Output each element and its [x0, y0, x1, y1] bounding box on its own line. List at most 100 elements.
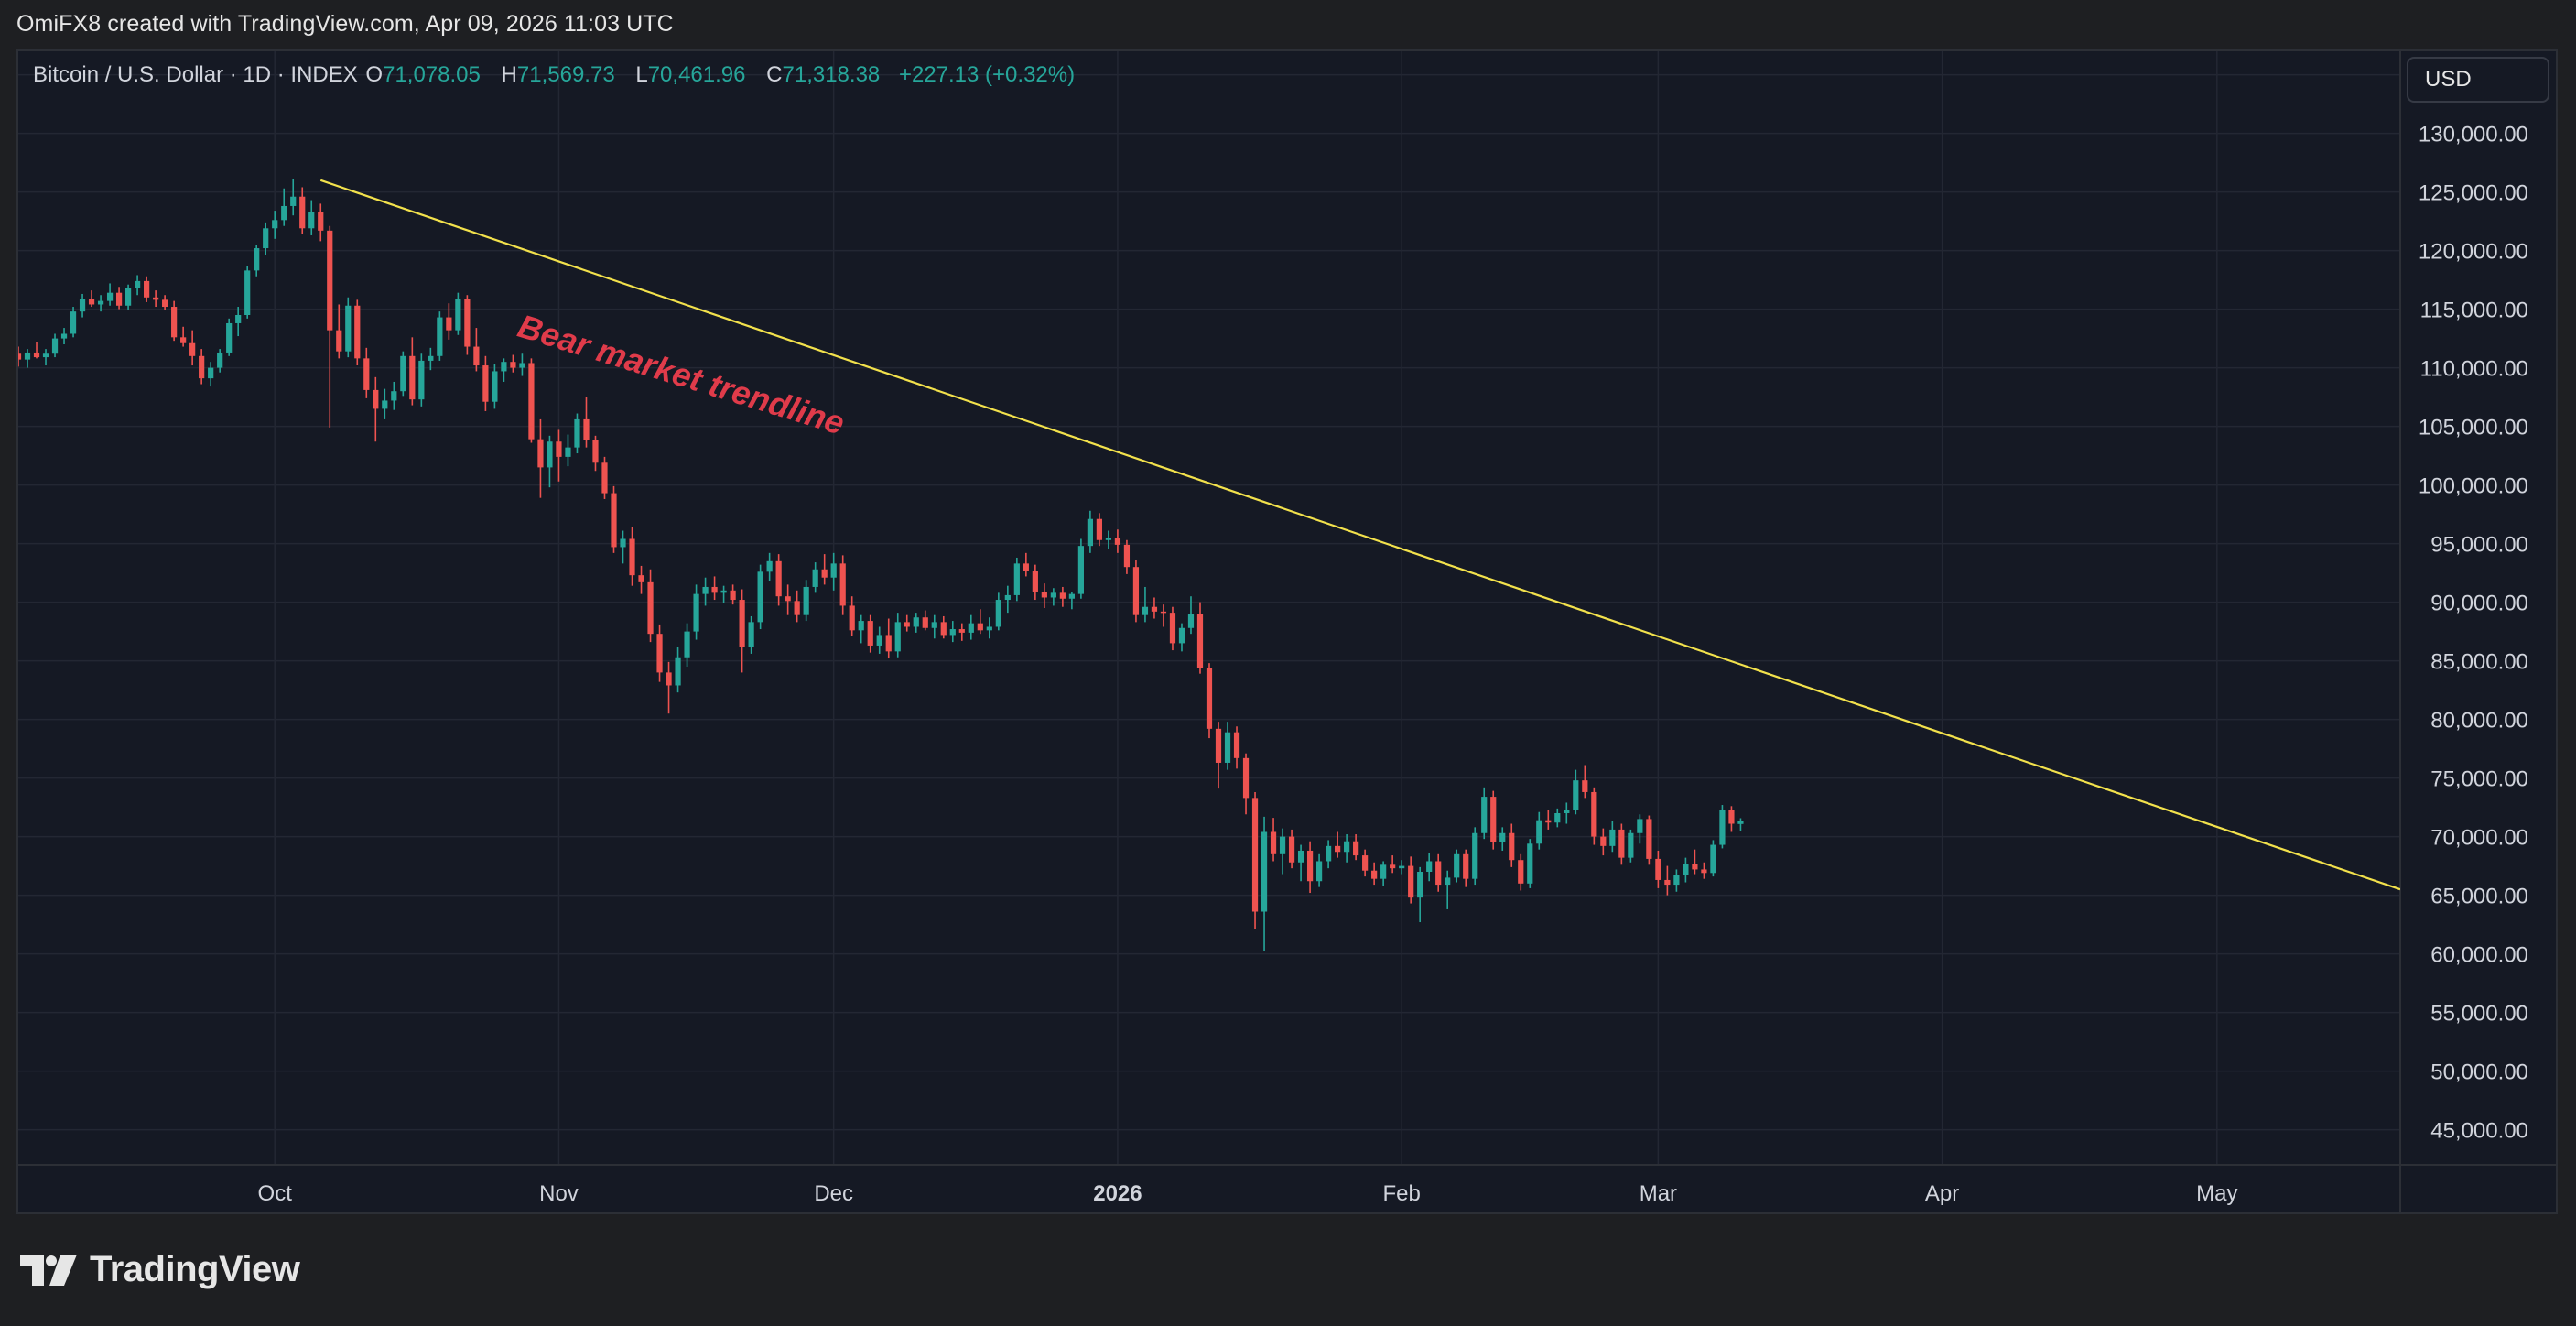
candle-up: [106, 292, 114, 301]
candle-up: [1417, 872, 1423, 898]
candle-up: [1719, 810, 1726, 845]
candle-up: [803, 586, 809, 615]
candle-up: [308, 212, 315, 229]
candle-down: [1160, 611, 1167, 614]
y-tick-label: 95,000.00: [2430, 533, 2528, 558]
y-tick-label: 90,000.00: [2430, 592, 2528, 616]
x-tick-label: May: [2196, 1181, 2237, 1206]
candle-up: [1142, 606, 1149, 615]
low-label: L: [635, 62, 648, 87]
candle-up: [492, 371, 498, 402]
tradingview-logo-icon: [20, 1254, 77, 1286]
candle-down: [583, 418, 590, 440]
candle-up: [1344, 841, 1350, 853]
candle-up: [217, 352, 223, 368]
x-tick-label: Nov: [539, 1181, 579, 1206]
candle-down: [1490, 797, 1497, 842]
brand-name: TradingView: [90, 1249, 300, 1289]
candle-down: [354, 305, 361, 359]
candle-down: [592, 440, 599, 463]
candle-down: [1270, 831, 1277, 854]
candle-down: [180, 337, 187, 343]
candle-down: [1664, 879, 1671, 886]
candle-up: [894, 622, 901, 652]
candle-up: [1472, 832, 1478, 879]
y-tick-label: 85,000.00: [2430, 650, 2528, 675]
candle-down: [482, 365, 489, 402]
candle-up: [1399, 865, 1405, 869]
candle-down: [638, 575, 644, 582]
candle-down: [775, 560, 782, 597]
candle-up: [244, 270, 251, 315]
candle-down: [940, 622, 947, 636]
candle-up: [1628, 832, 1634, 858]
y-tick-label: 110,000.00: [2420, 357, 2528, 382]
candle-up: [70, 311, 77, 334]
candle-down: [18, 353, 22, 360]
candle-up: [1105, 538, 1112, 540]
candle-up: [272, 220, 278, 229]
candle-up: [1683, 864, 1689, 875]
candle-down: [1215, 728, 1222, 763]
candle-down: [1196, 614, 1204, 668]
high-value: 71,569.73: [516, 62, 615, 87]
candle-up: [263, 228, 269, 249]
candle-down: [299, 196, 306, 229]
bear-market-trendline[interactable]: [319, 179, 2400, 891]
candle-up: [858, 621, 864, 631]
symbol-title[interactable]: Bitcoin / U.S. Dollar · 1D · INDEX: [33, 62, 358, 87]
candle-down: [958, 629, 965, 633]
candle-down: [977, 623, 983, 631]
candle-up: [124, 288, 132, 306]
high-label: H: [501, 62, 517, 87]
candle-up: [675, 657, 681, 686]
candle-up: [1077, 546, 1084, 594]
x-tick-label: Dec: [814, 1181, 853, 1206]
candle-down: [1123, 544, 1131, 568]
candle-up: [1481, 797, 1488, 833]
candle-down: [1509, 832, 1515, 861]
candle-up: [134, 280, 141, 288]
candle-up: [1573, 780, 1579, 810]
candle-up: [281, 205, 287, 221]
candle-up: [519, 363, 525, 368]
candle-down: [1023, 563, 1029, 571]
currency-label: USD: [2425, 67, 2472, 92]
candle-up: [254, 248, 260, 271]
candle-down: [88, 299, 95, 305]
candle-up: [428, 355, 434, 361]
candle-down: [510, 362, 516, 368]
tradingview-brand[interactable]: TradingView: [20, 1249, 300, 1290]
candle-down: [144, 280, 150, 298]
change-value: +227.13 (+0.32%): [898, 62, 1076, 87]
candle-down: [629, 538, 635, 576]
candle-down: [537, 439, 544, 468]
candle-down: [1371, 870, 1378, 879]
candle-up: [968, 623, 974, 633]
currency-selector[interactable]: USD: [2407, 57, 2549, 103]
candle-down: [601, 462, 608, 494]
close-label: C: [766, 62, 783, 87]
candle-up: [830, 563, 837, 578]
candle-up: [1178, 627, 1185, 644]
y-tick-label: 60,000.00: [2430, 943, 2528, 968]
candle-up: [757, 571, 763, 623]
y-tick-label: 125,000.00: [2419, 181, 2528, 206]
candle-up: [693, 593, 699, 632]
candle-up: [684, 631, 690, 658]
candle-down: [1701, 869, 1707, 874]
candle-up: [1325, 845, 1332, 862]
candle-up: [1609, 829, 1616, 846]
candle-up: [1564, 810, 1570, 813]
candle-up: [620, 538, 626, 548]
chart-attribution: OmiFX8 created with TradingView.com, Apr…: [16, 11, 674, 37]
candle-down: [1059, 592, 1066, 599]
x-tick-label: Feb: [1382, 1181, 1420, 1206]
candle-down: [409, 355, 416, 400]
candle-up: [1261, 831, 1268, 912]
candle-down: [1353, 841, 1359, 856]
candle-up: [418, 360, 425, 400]
candle-down: [373, 389, 379, 409]
candle-up: [1380, 864, 1387, 879]
